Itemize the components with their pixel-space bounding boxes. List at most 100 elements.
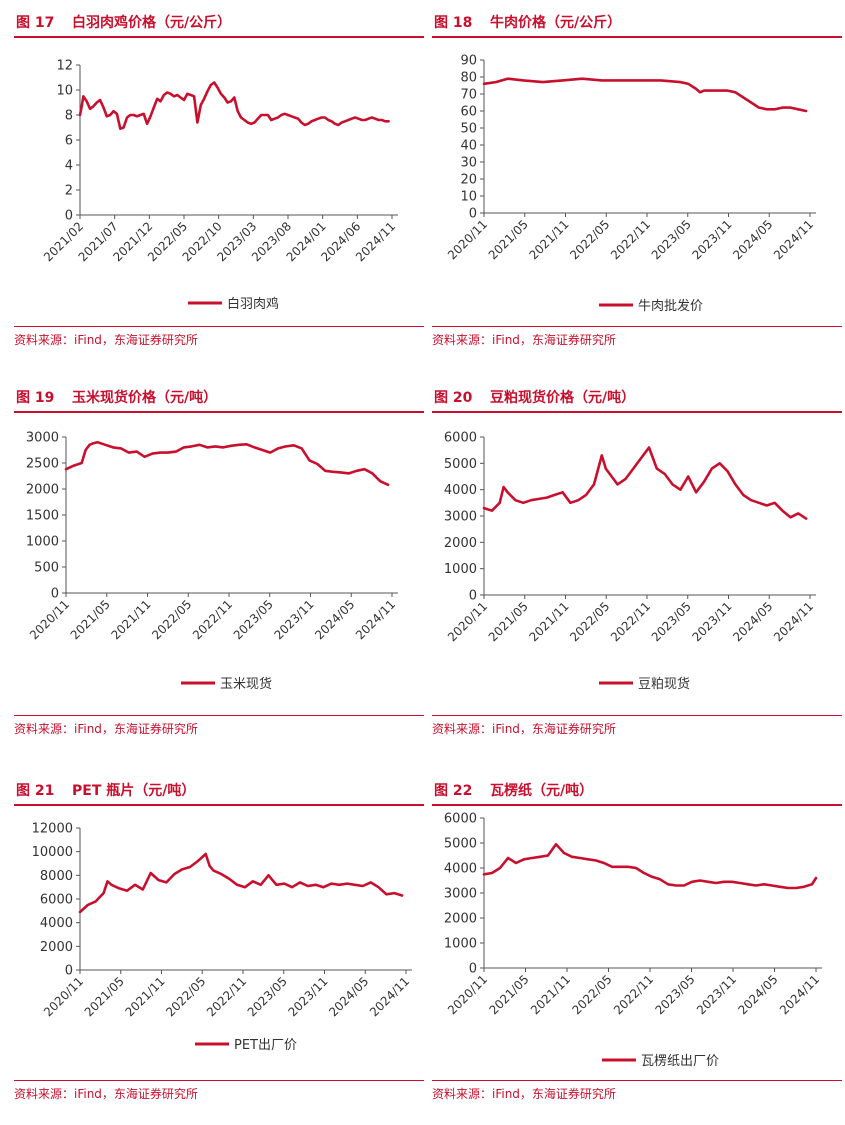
- y-tick-label: 3000: [444, 510, 477, 525]
- y-tick-label: 1000: [444, 937, 477, 952]
- y-tick-label: 4: [65, 159, 73, 174]
- y-tick-label: 0: [51, 587, 59, 602]
- y-tick-label: 80: [460, 71, 477, 86]
- figure-number: 图 19: [16, 390, 55, 406]
- source-note: 资料来源：iFind，东海证券研究所: [432, 1080, 842, 1101]
- x-tick-label: 2023/05: [245, 974, 290, 1019]
- y-tick-label: 50: [460, 122, 477, 137]
- y-tick-label: 10000: [32, 845, 73, 860]
- x-tick-label: 2021/11: [528, 972, 573, 1017]
- y-tick-label: 4000: [444, 483, 477, 498]
- y-tick-label: 6000: [444, 431, 477, 446]
- figure-number: 图 22: [434, 783, 473, 799]
- y-tick-label: 1000: [444, 562, 477, 577]
- x-tick-label: 2022/05: [567, 599, 612, 644]
- legend-label: 牛肉批发价: [638, 298, 703, 314]
- line-chart-white-feather-chicken: 0246810122021/022021/072021/122022/05202…: [41, 59, 398, 313]
- x-tick-label: 2020/11: [445, 217, 490, 262]
- figure-number: 图 18: [434, 15, 473, 31]
- x-tick-label: 2021/11: [526, 599, 571, 644]
- x-tick-label: 2022/05: [567, 217, 612, 262]
- x-tick-label: 2024/05: [326, 974, 371, 1019]
- series-line: [64, 440, 390, 487]
- figure-number: 图 21: [16, 783, 55, 799]
- figure-title: 瓦楞纸（元/吨）: [490, 783, 594, 799]
- line-chart-corrugated-paper: 01000200030004000500060002020/112021/052…: [444, 812, 822, 1070]
- figure-number: 图 17: [16, 15, 55, 31]
- y-tick-label: 2000: [40, 940, 73, 955]
- line-chart-pet-chips: 0 2000 4000 6000 8000 10000 12000 2020/112021/0…: [32, 822, 412, 1054]
- figure-title: 牛肉价格（元/公斤）: [490, 15, 622, 31]
- series-line: [482, 446, 808, 520]
- y-tick-label: 0: [65, 209, 73, 224]
- legend-label: 瓦楞纸出厂价: [641, 1054, 719, 1069]
- x-tick-label: 2022/05: [569, 972, 614, 1017]
- figure-title: PET 瓶片（元/吨）: [72, 783, 196, 799]
- x-tick-label: 2020/11: [41, 974, 86, 1019]
- figure-number: 图 20: [434, 390, 473, 406]
- x-tick-label: 2022/11: [608, 217, 653, 262]
- source-note: 资料来源：iFind，东海证券研究所: [14, 326, 424, 347]
- x-tick-label: 2021/11: [526, 217, 571, 262]
- x-tick-label: 2023/11: [689, 217, 734, 262]
- y-tick-label: 0: [469, 207, 477, 222]
- source-note: 资料来源：iFind，东海证券研究所: [14, 1080, 424, 1101]
- x-tick-label: 2022/11: [204, 974, 249, 1019]
- y-tick-label: 12000: [32, 822, 73, 837]
- y-tick-label: 4000: [40, 916, 73, 931]
- x-tick-label: 2024/05: [312, 597, 357, 642]
- x-tick-label: 2023/11: [271, 597, 316, 642]
- series-line: [78, 852, 404, 914]
- x-tick-label: 2021/05: [82, 974, 127, 1019]
- y-tick-label: 2000: [26, 483, 59, 498]
- source-text: 资料来源：iFind，东海证券研究所: [14, 333, 198, 347]
- y-tick-label: 3000: [26, 431, 59, 446]
- x-tick-label: 2024/05: [735, 972, 780, 1017]
- x-tick-label: 2024/11: [353, 597, 398, 642]
- line-chart-soybean-meal: 01000200030004000500060002020/112021/052…: [444, 431, 816, 693]
- y-tick-label: 2500: [26, 457, 59, 472]
- x-tick-label: 2021/05: [486, 217, 531, 262]
- y-tick-label: 500: [34, 561, 59, 576]
- y-tick-label: 0: [469, 962, 477, 977]
- y-tick-label: 8000: [40, 869, 73, 884]
- figure-title: 白羽肉鸡价格（元/公斤）: [72, 15, 232, 31]
- x-tick-label: 2023/11: [694, 972, 739, 1017]
- y-tick-label: 60: [460, 105, 477, 120]
- panel-title: 图 21 PET 瓶片（元/吨）: [14, 778, 424, 806]
- x-tick-label: 2021/11: [108, 597, 153, 642]
- legend-label: 豆粕现货: [638, 676, 690, 692]
- y-tick-label: 8: [65, 109, 73, 124]
- y-tick-label: 5000: [444, 837, 477, 852]
- legend-label: 白羽肉鸡: [227, 296, 279, 312]
- x-tick-label: 2024/11: [367, 974, 412, 1019]
- x-tick-label: 2023/11: [285, 974, 330, 1019]
- figure-title: 玉米现货价格（元/吨）: [72, 390, 218, 406]
- y-tick-label: 10: [460, 190, 477, 205]
- x-tick-label: 2020/11: [445, 599, 490, 644]
- y-tick-label: 10: [56, 84, 73, 99]
- panel-title: 图 18 牛肉价格（元/公斤）: [432, 10, 842, 38]
- source-text: 资料来源：iFind，东海证券研究所: [432, 1087, 616, 1101]
- panel-title: 图 20 豆粕现货价格（元/吨）: [432, 385, 842, 413]
- x-tick-label: 2021/05: [68, 597, 113, 642]
- y-tick-label: 20: [460, 173, 477, 188]
- x-tick-label: 2022/05: [149, 597, 194, 642]
- x-tick-label: 2023/05: [231, 597, 276, 642]
- x-tick-label: 2021/05: [486, 972, 531, 1017]
- y-tick-label: 0: [65, 964, 73, 979]
- y-tick-label: 90: [460, 54, 477, 69]
- legend-label: PET出厂价: [234, 1038, 297, 1053]
- x-tick-label: 2021/05: [486, 599, 531, 644]
- x-tick-label: 2020/11: [445, 972, 490, 1017]
- y-tick-label: 1000: [26, 535, 59, 550]
- source-note: 资料来源：iFind，东海证券研究所: [432, 715, 842, 736]
- source-text: 资料来源：iFind，东海证券研究所: [14, 722, 198, 736]
- panel-title: 图 19 玉米现货价格（元/吨）: [14, 385, 424, 413]
- x-tick-label: 2023/05: [652, 972, 697, 1017]
- y-tick-label: 4000: [444, 862, 477, 877]
- x-tick-label: 2023/11: [689, 599, 734, 644]
- y-tick-label: 0: [469, 589, 477, 604]
- y-tick-label: 6: [65, 134, 73, 149]
- line-chart-corn: 0500100015002000250030002020/112021/0520…: [26, 431, 398, 693]
